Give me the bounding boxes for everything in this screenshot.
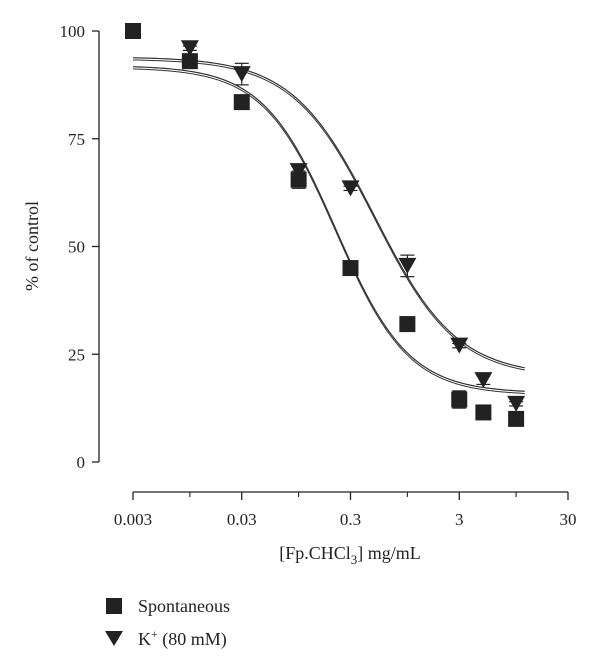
legend: Spontaneous K+ (80 mM) (104, 590, 230, 654)
x-tick-label: 0.003 (114, 510, 152, 529)
x-tick-label: 0.3 (340, 510, 361, 529)
data-point-potassium (507, 395, 526, 412)
y-tick-label: 75 (68, 130, 85, 149)
y-tick-label: 25 (68, 345, 85, 364)
x-axis-label: [Fp.CHCl3] mg/mL (279, 543, 421, 567)
data-point-potassium (341, 180, 360, 197)
data-point-spontaneous (233, 94, 250, 111)
y-tick-label: 0 (77, 453, 86, 472)
legend-item-potassium: K+ (80 mM) (104, 622, 230, 654)
data-points (125, 23, 526, 427)
x-tick-label: 0.03 (227, 510, 257, 529)
y-tick-label: 50 (68, 238, 85, 257)
data-point-spontaneous (451, 391, 468, 408)
data-point-spontaneous (475, 404, 492, 421)
legend-item-spontaneous: Spontaneous (104, 590, 230, 622)
triangle-down-marker-icon (105, 631, 123, 646)
x-tick-label: 3 (455, 510, 464, 529)
data-point-potassium (450, 337, 469, 354)
data-point-spontaneous (181, 53, 198, 70)
data-point-spontaneous (342, 260, 359, 277)
legend-label-spontaneous: Spontaneous (138, 595, 230, 616)
legend-label-potassium: K+ (80 mM) (138, 626, 227, 649)
axes: 0 25 50 75 100 0.003 0.03 0.3 3 30 (60, 22, 577, 529)
fit-curve-0 (132, 66, 525, 392)
fit-curve-0-shadow (132, 68, 525, 394)
data-point-potassium (180, 40, 199, 57)
data-point-spontaneous (125, 23, 141, 39)
data-point-potassium (232, 66, 251, 83)
square-marker-icon (106, 598, 122, 614)
axis-labels: % of control [Fp.CHCl3] mg/mL (22, 201, 421, 567)
data-point-spontaneous (508, 410, 525, 427)
y-axis-label: % of control (22, 201, 42, 291)
data-point-potassium (289, 163, 308, 180)
y-tick-label: 100 (60, 22, 86, 41)
x-tick-label: 30 (560, 510, 577, 529)
dose-response-chart: 0 25 50 75 100 0.003 0.03 0.3 3 30 % of control [… (22, 22, 577, 567)
data-point-potassium (474, 372, 493, 389)
data-point-potassium (398, 257, 417, 274)
data-point-spontaneous (399, 316, 416, 333)
